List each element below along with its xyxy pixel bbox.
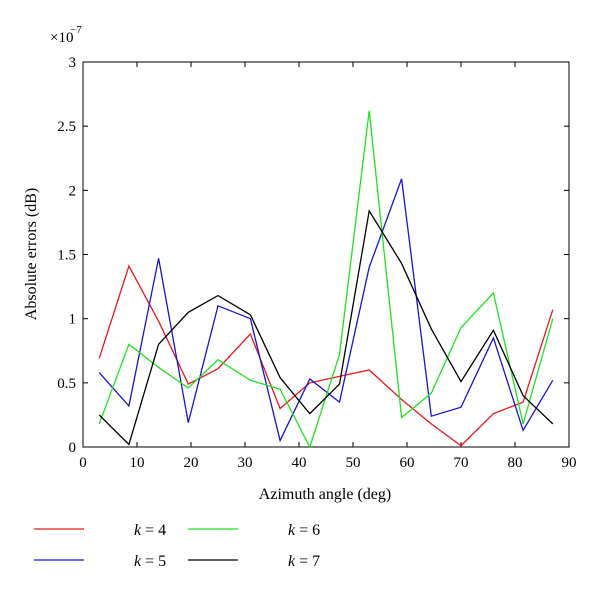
x-tick-label: 90 <box>562 455 577 471</box>
y-axis-label: Absolute errors (dB) <box>23 188 40 320</box>
x-tick-label: 10 <box>130 455 145 471</box>
series-line-k4 <box>98 264 554 447</box>
x-tick-label: 60 <box>400 455 415 471</box>
x-tick-label: 50 <box>346 455 361 471</box>
series-line-k7 <box>98 209 554 446</box>
series-line-k5 <box>98 178 554 443</box>
y-tick-label: 0 <box>69 440 77 456</box>
y-tick-label: 1.5 <box>57 248 76 264</box>
y-tick-label: 1 <box>69 312 77 328</box>
legend-label: k = 4 <box>134 522 166 539</box>
series-line-k6 <box>98 110 554 449</box>
plot-frame <box>82 61 570 448</box>
x-tick-label: 40 <box>292 455 307 471</box>
legend-label: k = 7 <box>288 553 320 570</box>
legend-label: k = 6 <box>288 522 320 539</box>
x-tick-label: 80 <box>508 455 523 471</box>
y-tick-label: 2.5 <box>57 119 76 135</box>
x-axis-label: Azimuth angle (deg) <box>259 486 391 503</box>
series-layer <box>98 110 554 449</box>
x-tick-label: 70 <box>454 455 469 471</box>
y-tick-label: 0.5 <box>57 376 76 392</box>
x-tick-label: 0 <box>79 455 87 471</box>
x-tick-label: 20 <box>184 455 199 471</box>
y-tick-label: 3 <box>69 55 77 71</box>
y-multiplier: ×10 −7 <box>50 24 82 46</box>
legend-label: k = 5 <box>134 553 166 570</box>
y-multiplier-base: ×10 <box>50 30 73 46</box>
axes: 0 10 20 30 40 50 60 70 80 90 0 0.5 1 1.5 2 2.5 3 <box>57 55 576 471</box>
legend: k = 4 k = 5 k = 6 k = 7 <box>34 522 320 570</box>
y-multiplier-exponent: −7 <box>70 24 82 36</box>
x-tick-label: 30 <box>238 455 253 471</box>
y-tick-label: 2 <box>69 183 77 199</box>
